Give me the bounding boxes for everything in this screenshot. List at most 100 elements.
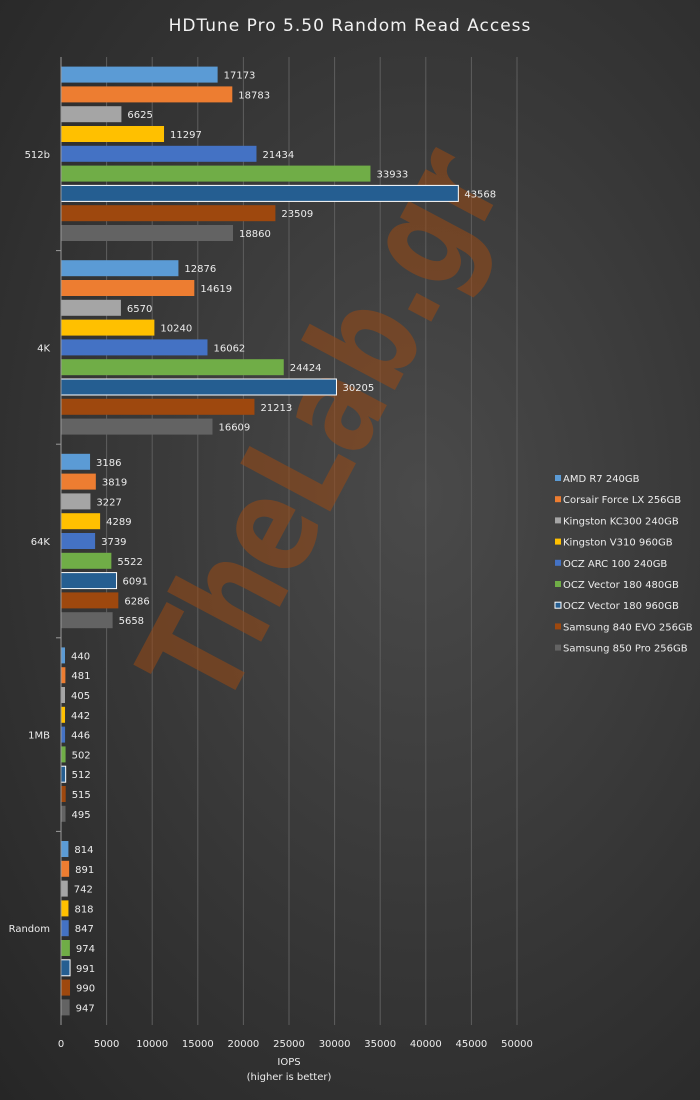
data-label: 481 [71,671,90,682]
labels-layer: 512b 17173 18783 6625 11297 21434 33933 43568 23… [9,71,497,1015]
data-label: 991 [76,964,95,975]
x-tick-label: 40000 [410,1039,442,1050]
legend-label: Kingston KC300 240GB [563,516,679,527]
category-label: 4K [37,343,50,354]
legend-swatch [555,517,561,524]
bar [61,687,65,703]
bar [61,647,66,664]
data-label: 742 [74,885,93,896]
data-label: 6091 [123,577,148,588]
bar [60,765,67,783]
data-label: 4289 [106,517,131,528]
chart-title: HDTune Pro 5.50 Random Read Access [169,16,532,36]
data-label: 3739 [101,537,126,548]
legend-label: Samsung 850 Pro 256GB [563,644,688,655]
data-label: 442 [71,711,90,722]
legend-swatch [555,496,561,503]
data-label: 43568 [464,189,496,200]
legend-label: OCZ ARC 100 240GB [563,559,667,570]
data-label: 3227 [96,497,121,508]
legend-label: Kingston V310 960GB [563,538,673,549]
data-label: 5658 [119,616,144,627]
data-label: 33933 [376,170,408,181]
data-label: 21213 [260,403,292,414]
bar [61,453,91,470]
bar [61,667,66,684]
x-tick-label: 5000 [94,1039,119,1050]
data-label: 502 [72,750,91,761]
legend-label: OCZ Vector 180 960GB [563,601,679,612]
data-label: 6286 [124,596,149,607]
data-label: 3186 [96,458,121,469]
legend-label: Corsair Force LX 256GB [563,495,681,506]
data-label: 18860 [239,229,271,240]
category-label: Random [9,924,50,935]
bar [61,979,71,996]
legend-swatch [554,601,562,609]
bar [61,592,119,609]
bar [61,999,70,1016]
bar [61,280,195,296]
bar [61,260,179,277]
category-label: 512b [25,150,50,161]
x-axis-note: (higher is better) [247,1072,332,1083]
category-label: 64K [31,537,51,548]
data-label: 990 [76,984,95,995]
bar [61,805,66,822]
bar [61,786,66,802]
bar [61,145,257,162]
x-tick-label: 20000 [227,1039,259,1050]
bar [61,66,218,83]
data-label: 440 [71,651,90,662]
bar [61,359,284,376]
legend-swatch [555,623,561,630]
bars-layer [60,66,459,1016]
legend-swatch [555,538,561,545]
legend-swatch [555,559,561,566]
data-label: 16609 [218,423,250,434]
bar [61,473,96,490]
data-label: 17173 [224,71,256,82]
bar [61,398,255,415]
x-tick-label: 35000 [364,1039,396,1050]
data-label: 6570 [127,304,152,315]
data-label: 891 [75,865,94,876]
x-tick-label: 0 [58,1039,64,1050]
data-label: 5522 [117,557,142,568]
data-label: 947 [76,1003,95,1014]
axis-layer: 0 5000 10000 15000 20000 25000 30000 35000 40000… [56,57,533,1050]
legend-swatch [555,581,561,587]
bar [61,225,234,241]
data-label: 6625 [127,110,152,121]
data-label: 10240 [160,324,192,335]
data-label: 446 [71,731,90,742]
bar [61,940,70,956]
data-label: 847 [75,924,94,935]
x-tick-label: 30000 [319,1039,351,1050]
bar [61,339,208,356]
legend-label: OCZ Vector 180 480GB [563,580,679,591]
x-tick-label: 50000 [501,1039,533,1050]
x-axis-title: IOPS [277,1057,300,1068]
bar [61,106,122,123]
data-label: 30205 [342,383,374,394]
data-label: 24424 [290,363,322,374]
bar [60,572,118,590]
data-label: 974 [76,944,95,955]
bar [61,165,371,182]
data-label: 515 [72,790,91,801]
category-label: 1MB [28,731,50,742]
bar [60,959,71,977]
data-label: 14619 [200,284,232,295]
bar [61,126,165,142]
bar [61,533,96,549]
bar [61,418,213,435]
bar [61,205,276,222]
data-label: 405 [71,691,90,702]
bar [61,880,68,897]
data-label: 23509 [281,209,313,220]
bar [61,726,66,743]
bar [61,860,70,877]
